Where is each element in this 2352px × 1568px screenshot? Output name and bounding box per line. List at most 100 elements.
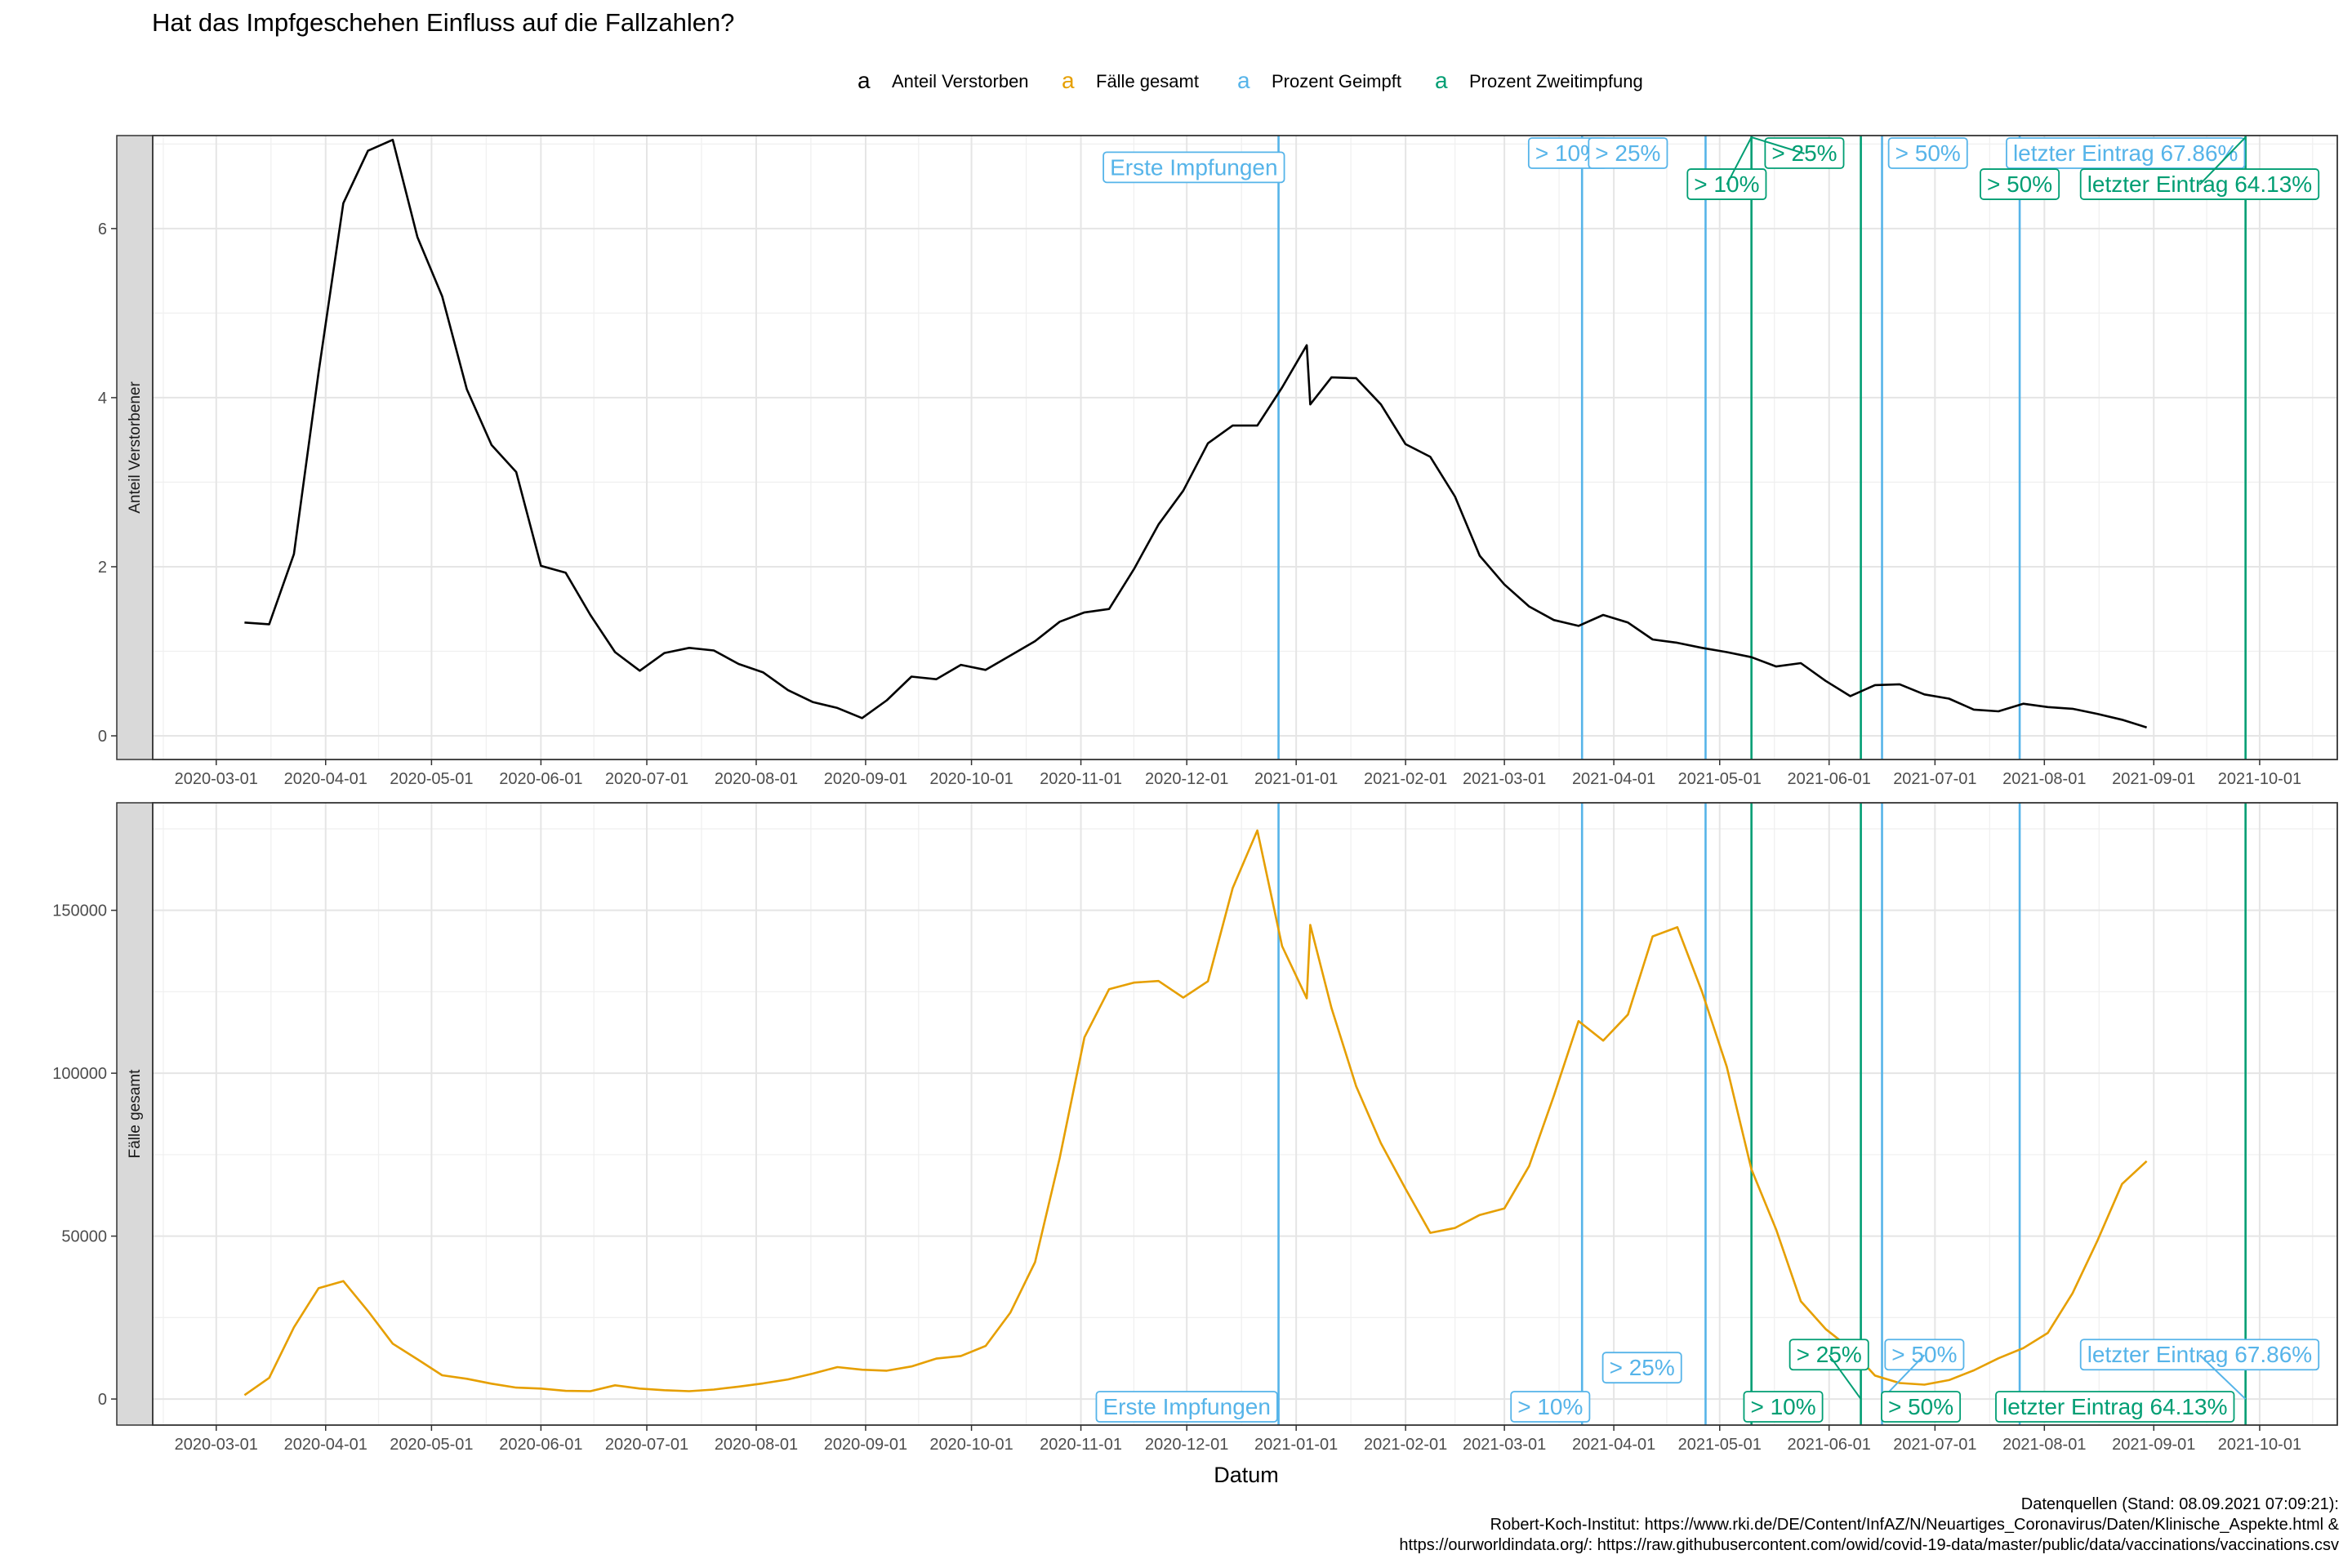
facet-strip — [116, 135, 154, 760]
y-tick-label: 4 — [98, 390, 107, 408]
legend-label: Prozent Geimpft — [1272, 71, 1401, 91]
y-tick-label: 100000 — [52, 1065, 107, 1083]
x-tick-label: 2020-12-01 — [1145, 1436, 1228, 1454]
panel-2: Fälle gesamt 2020-03-01 2020-04-01 2020-05-… — [52, 802, 2338, 1454]
annotation-box — [1510, 1391, 1591, 1423]
y-tick-label: 0 — [98, 728, 107, 746]
legend-item: a Fälle gesamt — [1062, 68, 1199, 93]
annotation-box — [1980, 168, 2060, 200]
annotation-label: > 25% — [1588, 137, 1668, 169]
panel-1: Anteil Verstorbener 2020-03-01 2020-04-01 2… — [98, 135, 2338, 788]
x-tick-label: 2020-03-01 — [175, 770, 258, 788]
caption: Datenquellen (Stand: 08.09.2021 07:09:21… — [1399, 1495, 2339, 1554]
annotation-box — [1884, 1339, 1965, 1371]
y-tick-label: 50000 — [61, 1228, 107, 1246]
y-tick-label: 150000 — [52, 902, 107, 920]
annotation-text: Erste Impfungen — [1102, 1394, 1270, 1419]
annotation-text: > 25% — [1797, 1342, 1862, 1367]
annotation-arrow — [2198, 1354, 2247, 1400]
x-tick-label: 2020-07-01 — [605, 770, 688, 788]
x-tick-label: 2020-06-01 — [499, 1436, 582, 1454]
annotation-label: > 10% — [1743, 1391, 1824, 1423]
x-tick-label: 2020-04-01 — [284, 770, 368, 788]
x-tick-label: 2021-04-01 — [1572, 770, 1655, 788]
annotation-label: > 50% — [1980, 168, 2060, 200]
annotation-label: Erste Impfungen — [1102, 151, 1285, 184]
annotation-arrow — [1828, 1354, 1862, 1400]
gridlines — [153, 136, 2337, 760]
legend-label: Fälle gesamt — [1096, 71, 1199, 91]
annotation-text: Erste Impfungen — [1110, 154, 1277, 180]
annotation-text: letzter Eintrag 64.13% — [2002, 1394, 2228, 1419]
x-tick-label: 2021-01-01 — [1254, 770, 1338, 788]
x-tick-label: 2021-07-01 — [1893, 770, 1976, 788]
legend-item: a Anteil Verstorben — [858, 68, 1029, 93]
x-tick-label: 2021-03-01 — [1463, 770, 1546, 788]
annotation-box — [2006, 137, 2246, 169]
x-tick-label: 2020-08-01 — [715, 1436, 798, 1454]
panel-border — [152, 802, 2338, 1426]
panel-border — [152, 135, 2338, 760]
legend-key: a — [1062, 68, 1075, 93]
plot-background — [153, 803, 2337, 1425]
x-tick-label: 2021-08-01 — [2002, 770, 2086, 788]
legend-label: Anteil Verstorben — [892, 71, 1029, 91]
x-tick-label: 2021-03-01 — [1463, 1436, 1546, 1454]
annotation-arrow — [1751, 136, 1805, 154]
annotation-text: > 25% — [1595, 140, 1660, 166]
x-tick-label: 2021-10-01 — [2218, 1436, 2301, 1454]
x-tick-label: 2021-02-01 — [1364, 1436, 1447, 1454]
x-tick-label: 2021-05-01 — [1678, 770, 1762, 788]
annotation-text: > 10% — [1517, 1394, 1583, 1419]
annotation-text: > 25% — [1610, 1355, 1675, 1380]
annotation-arrow — [1726, 136, 1753, 185]
gridlines — [153, 803, 2337, 1425]
x-tick-label: 2021-08-01 — [2002, 1436, 2086, 1454]
x-tick-label: 2020-10-01 — [929, 1436, 1013, 1454]
annotation-label: > 50% — [1887, 137, 1968, 169]
annotation-label: > 50% — [1881, 1339, 1965, 1400]
x-tick-label: 2020-09-01 — [824, 770, 907, 788]
x-axis-label: Datum — [1214, 1463, 1279, 1487]
x-tick-label: 2021-05-01 — [1678, 1436, 1762, 1454]
y-tick-label: 2 — [98, 559, 107, 577]
y-tick-label: 0 — [98, 1391, 107, 1409]
x-tick-label: 2021-10-01 — [2218, 770, 2301, 788]
facet-strip-label: Fälle gesamt — [127, 1069, 144, 1158]
x-tick-label: 2020-11-01 — [1040, 1436, 1122, 1454]
facet-strip-label: Anteil Verstorbener — [127, 381, 144, 514]
annotation-text: > 50% — [1987, 172, 2052, 197]
annotation-box — [1788, 1339, 1869, 1371]
annotation-label: > 25% — [1751, 136, 1845, 169]
annotation-box — [1743, 1391, 1824, 1423]
x-tick-label: 2021-09-01 — [2112, 1436, 2195, 1454]
annotation-box — [1881, 1391, 1962, 1423]
annotation-label: letzter Eintrag 64.13% — [1995, 1391, 2235, 1423]
x-tick-label: 2020-12-01 — [1145, 770, 1228, 788]
annotation-text: letzter Eintrag 67.86% — [2087, 1342, 2313, 1367]
annotation-box — [1887, 137, 1968, 169]
annotation-text: > 50% — [1895, 140, 1961, 166]
x-tick-label: 2020-03-01 — [175, 1436, 258, 1454]
x-tick-label: 2020-06-01 — [499, 770, 582, 788]
x-tick-label: 2021-02-01 — [1364, 770, 1447, 788]
annotation-text: > 50% — [1891, 1342, 1957, 1367]
x-tick-label: 2020-08-01 — [715, 770, 798, 788]
annotation-label: > 50% — [1881, 1391, 1962, 1423]
annotation-box — [2079, 1339, 2320, 1371]
legend-key: a — [858, 68, 871, 93]
series-line — [244, 138, 2147, 728]
legend-item: a Prozent Zweitimpfung — [1435, 68, 1643, 93]
annotation-label: > 25% — [1601, 1352, 1682, 1384]
legend-key: a — [1237, 68, 1250, 93]
annotation-label: > 10% — [1510, 1391, 1591, 1423]
annotation-label: > 25% — [1788, 1339, 1869, 1400]
annotation-text: > 10% — [1750, 1394, 1815, 1419]
chart-title: Hat das Impfgeschehen Einfluss auf die F… — [152, 8, 734, 37]
x-tick-label: 2020-07-01 — [605, 1436, 688, 1454]
plot-background — [153, 136, 2337, 760]
annotation-box — [1995, 1391, 2235, 1423]
caption-line-1: Datenquellen (Stand: 08.09.2021 07:09:21… — [2021, 1495, 2339, 1513]
caption-line-3: https://ourworldindata.org/: https://raw… — [1399, 1536, 2339, 1554]
x-tick-label: 2021-04-01 — [1572, 1436, 1655, 1454]
